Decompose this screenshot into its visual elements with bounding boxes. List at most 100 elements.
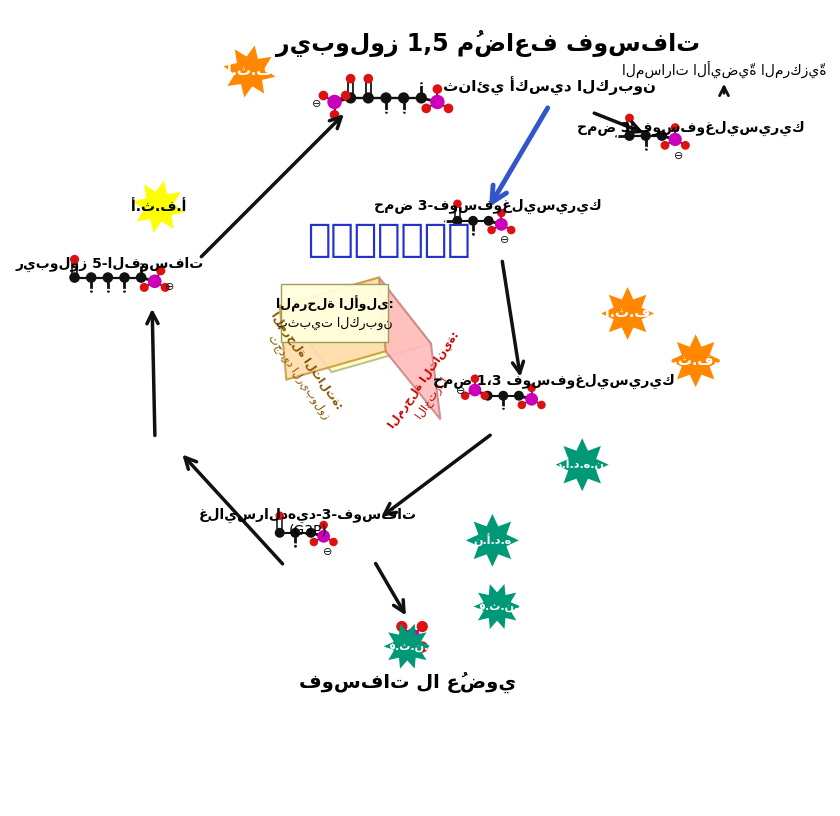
Circle shape (422, 104, 431, 113)
Circle shape (484, 216, 494, 226)
Circle shape (681, 141, 690, 150)
Circle shape (625, 113, 634, 122)
Text: أ.ث.ف.أ: أ.ث.ف.أ (131, 200, 186, 214)
Circle shape (433, 84, 442, 94)
Text: ⊖: ⊖ (403, 652, 412, 662)
Circle shape (346, 73, 355, 83)
Text: المسارات الأيضيّة المركزيّة: المسارات الأيضيّة المركزيّة (622, 61, 827, 78)
Text: أ.ث.ف: أ.ث.ف (227, 64, 272, 78)
Text: ⊖: ⊖ (312, 99, 322, 109)
Circle shape (507, 226, 516, 234)
Circle shape (156, 266, 165, 275)
Text: ن.أ.د.ه.ن.إ: ن.أ.د.ه.ن.إ (552, 458, 612, 472)
Circle shape (341, 91, 350, 100)
Text: روبيسكو: روبيسكو (307, 221, 470, 259)
Circle shape (139, 283, 149, 292)
Circle shape (495, 218, 507, 231)
Circle shape (328, 95, 342, 109)
Text: ف.ث.ن.أ: ف.ث.ن.أ (382, 640, 433, 653)
Circle shape (514, 391, 524, 401)
Circle shape (69, 273, 80, 283)
Text: حمض 1،3 فوسفوغليسيريك: حمض 1،3 فوسفوغليسيريك (433, 374, 675, 389)
Polygon shape (280, 277, 431, 372)
Text: المرحلة الثانية:: المرحلة الثانية: (386, 330, 461, 430)
Text: فوسفات لا عُضوي: فوسفات لا عُضوي (299, 672, 516, 693)
Polygon shape (601, 287, 654, 340)
Polygon shape (133, 180, 185, 233)
Circle shape (480, 392, 489, 400)
Text: ريبولوز 5-الفوسفات: ريبولوز 5-الفوسفات (15, 257, 203, 272)
Circle shape (70, 255, 79, 264)
Polygon shape (379, 277, 440, 419)
Circle shape (381, 92, 391, 104)
Text: حمض 3-فوسفوغليسيريك: حمض 3-فوسفوغليسيريك (577, 121, 805, 135)
Circle shape (483, 391, 492, 401)
Polygon shape (474, 584, 521, 629)
Circle shape (404, 629, 420, 645)
Text: ن.أ.د.ه: ن.أ.د.ه (473, 534, 512, 547)
Circle shape (498, 391, 508, 401)
Circle shape (517, 401, 526, 409)
Text: الاختزال: الاختزال (412, 374, 449, 419)
Text: ⊖: ⊖ (165, 282, 175, 292)
Polygon shape (223, 46, 276, 97)
Polygon shape (669, 335, 722, 388)
Circle shape (669, 133, 682, 146)
Text: ⊖: ⊖ (675, 151, 684, 161)
Circle shape (528, 384, 536, 392)
Circle shape (102, 273, 113, 283)
Circle shape (275, 528, 285, 538)
Circle shape (624, 131, 635, 141)
Circle shape (497, 209, 506, 217)
Circle shape (291, 528, 300, 538)
Circle shape (657, 131, 667, 141)
Circle shape (487, 226, 496, 234)
Circle shape (136, 273, 146, 283)
Circle shape (318, 530, 330, 543)
Circle shape (444, 104, 454, 113)
Polygon shape (466, 514, 519, 567)
Circle shape (330, 110, 339, 120)
Circle shape (148, 274, 161, 288)
Circle shape (453, 216, 462, 226)
Circle shape (660, 141, 669, 150)
Circle shape (538, 401, 546, 409)
Text: المرحلة الثالثة:: المرحلة الثالثة: (269, 310, 344, 411)
Polygon shape (556, 438, 609, 491)
Text: ف.ث.ن.أ: ف.ث.ن.أ (472, 600, 522, 613)
Circle shape (364, 73, 373, 83)
Circle shape (345, 92, 356, 104)
Text: أ.ث.ف.أ: أ.ث.ف.أ (668, 353, 723, 368)
Circle shape (525, 392, 538, 406)
Text: تثبيت الكربون: تثبيت الكربون (276, 317, 393, 330)
Circle shape (310, 538, 318, 546)
Polygon shape (280, 277, 386, 379)
Circle shape (396, 621, 407, 632)
Circle shape (119, 273, 130, 283)
Text: (G3P): (G3P) (289, 524, 328, 538)
Circle shape (470, 375, 479, 383)
Circle shape (416, 92, 427, 104)
Text: ⊖: ⊖ (456, 387, 465, 397)
Text: ريبولوز 1,5 مُضاعف فوسفات: ريبولوز 1,5 مُضاعف فوسفات (276, 29, 700, 56)
Text: غلايسرالدهيد-3-فوسفات: غلايسرالدهيد-3-فوسفات (199, 508, 417, 523)
FancyBboxPatch shape (281, 284, 388, 342)
Text: ⊖: ⊖ (323, 547, 332, 557)
Text: حمض 3-فوسفوغليسيريك: حمض 3-فوسفوغليسيريك (374, 199, 601, 215)
Circle shape (329, 538, 338, 546)
Circle shape (641, 131, 651, 141)
Circle shape (453, 200, 462, 208)
Circle shape (468, 216, 478, 226)
Circle shape (160, 283, 170, 292)
Circle shape (430, 95, 444, 109)
Text: المرحلة الأولى:: المرحلة الأولى: (276, 296, 393, 313)
Circle shape (398, 92, 409, 104)
Circle shape (469, 384, 481, 397)
Text: أ.ث.ف: أ.ث.ف (605, 307, 650, 321)
Circle shape (363, 92, 374, 104)
Text: ⊖: ⊖ (501, 235, 510, 245)
Circle shape (671, 123, 680, 132)
Circle shape (417, 641, 428, 653)
Text: ثنائي أكسيد الكربون: ثنائي أكسيد الكربون (443, 77, 655, 96)
Circle shape (306, 528, 316, 538)
